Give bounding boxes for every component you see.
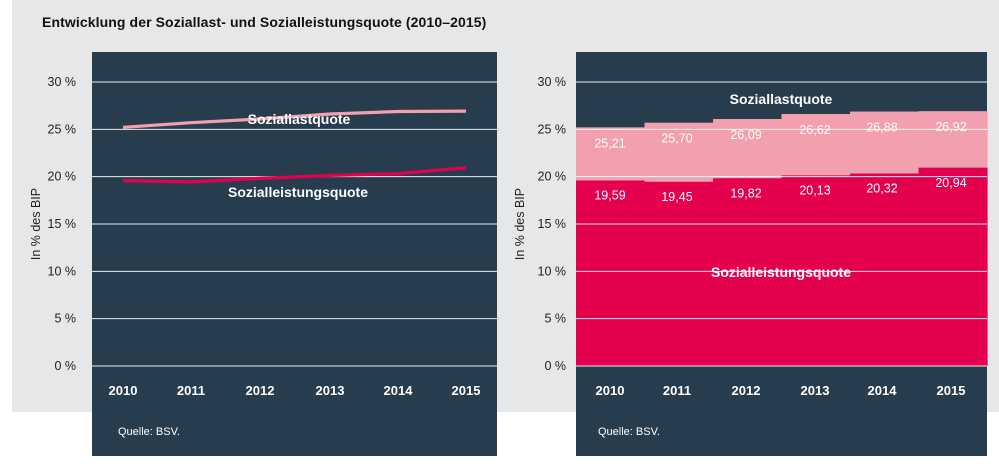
area-segment-sozialleistung-2010 (576, 180, 646, 366)
source-note-right: Quelle: BSV. (598, 426, 660, 438)
page-title: Entwicklung der Soziallast- und Sozialle… (42, 14, 487, 30)
data-label-soziallastquote: 26,62 (799, 123, 830, 137)
area-segment-soziallast-2015 (918, 111, 988, 168)
y-tick-label: 30 % (538, 75, 567, 89)
series-line-sozialleistungsquote (122, 166, 467, 184)
y-tick-label: 0 % (54, 359, 76, 373)
x-tick-label: 2010 (109, 383, 138, 398)
data-label-soziallastquote: 25,70 (661, 132, 692, 146)
data-label-sozialleistungsquote: 19,59 (594, 189, 625, 203)
x-tick-label: 2015 (452, 383, 481, 398)
y-tick-label: 20 % (538, 170, 567, 184)
data-label-sozialleistungsquote: 20,32 (866, 182, 897, 196)
x-tick-label: 2012 (732, 383, 761, 398)
data-label-soziallastquote: 26,09 (730, 128, 761, 142)
series-line-soziallastquote (122, 109, 467, 129)
data-label-soziallastquote: 25,21 (594, 136, 625, 150)
x-tick-label: 2011 (663, 383, 691, 398)
data-label-soziallastquote: 26,92 (935, 120, 966, 134)
series-label-soziallastquote: Soziallastquote (248, 111, 351, 127)
y-tick-label: 15 % (48, 217, 77, 231)
area-segment-soziallast-2013 (781, 113, 851, 176)
y-tick-label: 5 % (544, 312, 566, 326)
series-label-sozialleistungsquote: Sozialleistungsquote (711, 264, 851, 280)
y-tick-label: 25 % (538, 122, 567, 136)
data-label-sozialleistungsquote: 19,82 (730, 186, 761, 200)
data-label-soziallastquote: 26,88 (866, 121, 897, 135)
source-note-left: Quelle: BSV. (118, 426, 180, 438)
x-tick-label: 2011 (177, 383, 205, 398)
area-segment-soziallast-2010 (576, 127, 646, 181)
data-label-sozialleistungsquote: 20,13 (799, 183, 830, 197)
x-tick-label: 2010 (596, 383, 625, 398)
x-tick-label: 2013 (316, 383, 345, 398)
area-segment-sozialleistung-2013 (781, 175, 851, 366)
y-axis-label: In % des BIP (29, 188, 43, 260)
y-tick-label: 10 % (48, 264, 77, 278)
x-tick-label: 2014 (384, 383, 414, 398)
area-segment-sozialleistung-2012 (713, 178, 783, 366)
x-tick-label: 2012 (246, 383, 275, 398)
y-tick-label: 15 % (538, 217, 567, 231)
area-segment-sozialleistung-2014 (850, 173, 920, 366)
y-tick-label: 0 % (544, 359, 566, 373)
area-segment-sozialleistung-2015 (918, 167, 988, 366)
y-tick-label: 25 % (48, 122, 77, 136)
data-label-sozialleistungsquote: 20,94 (935, 176, 966, 190)
series-label-soziallastquote: Soziallastquote (730, 91, 833, 107)
area-segment-sozialleistung-2011 (644, 181, 714, 366)
x-tick-label: 2013 (801, 383, 830, 398)
x-tick-label: 2015 (937, 383, 966, 398)
series-label-sozialleistungsquote: Sozialleistungsquote (228, 184, 368, 200)
y-tick-label: 5 % (54, 312, 76, 326)
y-axis-label: In % des BIP (513, 188, 527, 260)
x-tick-label: 2014 (868, 383, 898, 398)
line-chart-panel (92, 52, 497, 456)
area-segment-soziallast-2011 (644, 122, 714, 182)
y-tick-label: 20 % (48, 170, 77, 184)
data-label-sozialleistungsquote: 19,45 (661, 190, 692, 204)
y-tick-label: 30 % (48, 75, 77, 89)
y-tick-label: 10 % (538, 264, 567, 278)
area-segment-soziallast-2014 (850, 111, 920, 174)
